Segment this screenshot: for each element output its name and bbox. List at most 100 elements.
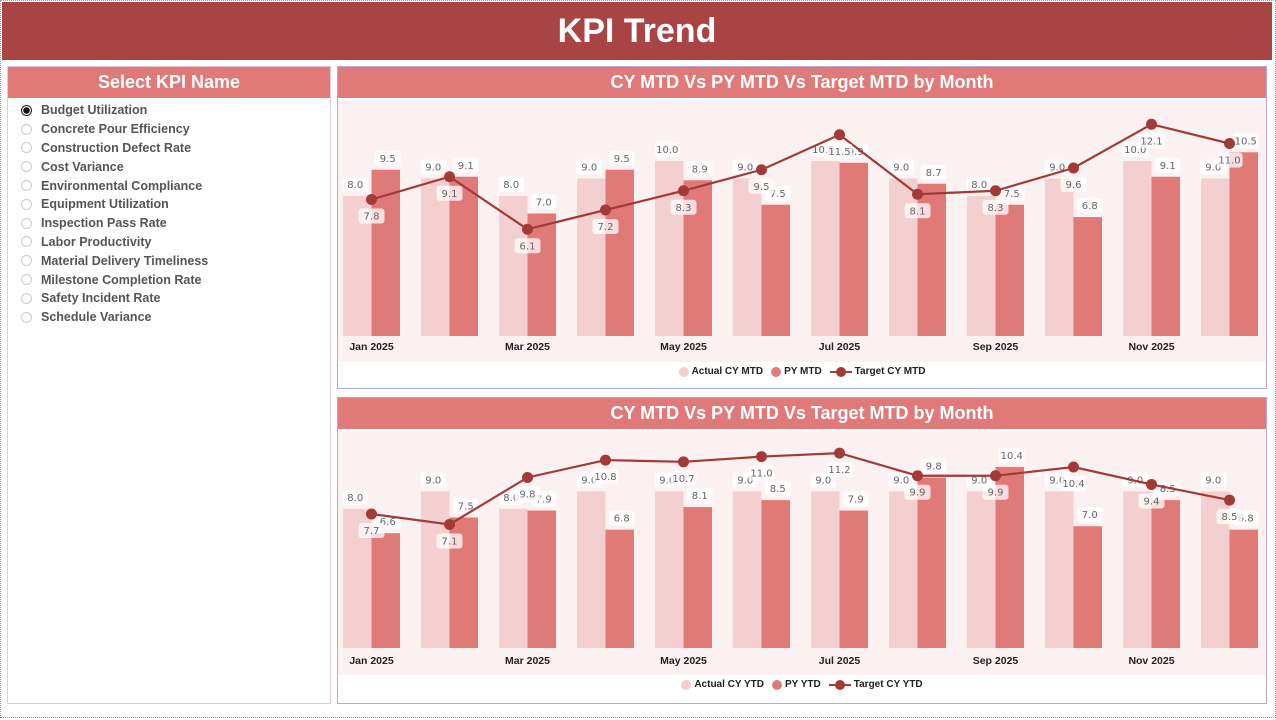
target-point[interactable] bbox=[600, 204, 611, 216]
target-point[interactable] bbox=[444, 518, 455, 530]
kpi-option[interactable]: Labor Productivity bbox=[21, 233, 330, 252]
legend-py[interactable]: PY MTD bbox=[771, 366, 822, 377]
radio-button-icon[interactable] bbox=[21, 292, 32, 304]
target-point[interactable] bbox=[834, 447, 845, 459]
radio-button-icon[interactable] bbox=[21, 198, 32, 210]
legend-target[interactable]: Target CY YTD bbox=[828, 679, 923, 690]
radio-button-icon[interactable] bbox=[21, 274, 32, 286]
bar-py[interactable] bbox=[839, 162, 869, 336]
bar-py[interactable] bbox=[605, 529, 635, 648]
legend-actual[interactable]: Actual CY YTD bbox=[681, 679, 764, 690]
data-label: 8.0 bbox=[503, 180, 519, 191]
target-point[interactable] bbox=[1068, 162, 1079, 174]
target-point[interactable] bbox=[1224, 494, 1235, 506]
radio-button-icon[interactable] bbox=[21, 236, 32, 248]
bar-py[interactable] bbox=[1151, 500, 1181, 648]
radio-button-icon[interactable] bbox=[21, 255, 32, 267]
bar-py[interactable] bbox=[917, 477, 947, 648]
radio-button-icon[interactable] bbox=[21, 217, 32, 229]
legend-py[interactable]: PY YTD bbox=[771, 679, 821, 690]
radio-button-icon[interactable] bbox=[21, 142, 32, 154]
bar-py[interactable] bbox=[449, 176, 479, 336]
data-label: 9.0 bbox=[737, 475, 753, 486]
kpi-option[interactable]: Concrete Pour Efficiency bbox=[21, 120, 330, 139]
bar-py[interactable] bbox=[761, 500, 791, 648]
target-point[interactable] bbox=[678, 456, 689, 468]
bar-py[interactable] bbox=[1151, 176, 1181, 336]
bar-actual[interactable] bbox=[811, 161, 840, 336]
bar-py[interactable] bbox=[1229, 152, 1259, 336]
bar-actual[interactable] bbox=[577, 178, 606, 337]
bar-actual[interactable] bbox=[499, 508, 528, 648]
data-label: 8.0 bbox=[503, 493, 519, 504]
target-point[interactable] bbox=[756, 451, 767, 463]
bar-actual[interactable] bbox=[1045, 491, 1074, 648]
bar-actual[interactable] bbox=[655, 161, 684, 336]
legend-actual[interactable]: Actual CY MTD bbox=[678, 366, 763, 377]
bar-py[interactable] bbox=[527, 510, 557, 648]
target-point[interactable] bbox=[990, 185, 1001, 197]
data-label-box bbox=[592, 469, 619, 485]
bar-actual[interactable] bbox=[733, 491, 762, 648]
target-point[interactable] bbox=[990, 470, 1001, 482]
target-point[interactable] bbox=[1146, 478, 1157, 490]
target-point[interactable] bbox=[912, 188, 923, 200]
kpi-option[interactable]: Material Delivery Timeliness bbox=[21, 251, 330, 270]
target-point[interactable] bbox=[444, 171, 455, 183]
bar-py[interactable] bbox=[527, 213, 557, 337]
target-point[interactable] bbox=[1224, 138, 1235, 149]
target-point[interactable] bbox=[366, 194, 377, 205]
bar-py[interactable] bbox=[995, 204, 1025, 336]
bar-actual[interactable] bbox=[1123, 491, 1152, 648]
radio-button-icon[interactable] bbox=[21, 104, 32, 116]
bar-actual[interactable] bbox=[421, 178, 450, 337]
kpi-option[interactable]: Cost Variance bbox=[21, 157, 330, 176]
bar-py[interactable] bbox=[1229, 529, 1259, 648]
bar-py[interactable] bbox=[371, 533, 401, 648]
target-point[interactable] bbox=[912, 470, 923, 482]
kpi-option[interactable]: Schedule Variance bbox=[21, 308, 330, 327]
target-point[interactable] bbox=[678, 185, 689, 197]
radio-button-icon[interactable] bbox=[21, 180, 32, 192]
bar-actual[interactable] bbox=[655, 491, 684, 648]
kpi-option[interactable]: Milestone Completion Rate bbox=[21, 270, 330, 289]
target-point[interactable] bbox=[600, 454, 611, 466]
bar-actual[interactable] bbox=[1201, 178, 1230, 337]
kpi-option[interactable]: Inspection Pass Rate bbox=[21, 214, 330, 233]
data-label: 7.9 bbox=[536, 495, 552, 506]
bar-actual[interactable] bbox=[733, 178, 762, 337]
bar-py[interactable] bbox=[1073, 526, 1103, 648]
target-point[interactable] bbox=[1068, 461, 1079, 473]
target-point[interactable] bbox=[522, 471, 533, 483]
legend-target[interactable]: Target CY MTD bbox=[829, 366, 925, 377]
bar-py[interactable] bbox=[761, 204, 791, 336]
kpi-option[interactable]: Environmental Compliance bbox=[21, 176, 330, 195]
bar-py[interactable] bbox=[683, 507, 713, 648]
radio-button-icon[interactable] bbox=[21, 161, 32, 173]
radio-button-icon[interactable] bbox=[21, 123, 32, 135]
bar-py[interactable] bbox=[1073, 217, 1103, 336]
bar-actual[interactable] bbox=[1123, 161, 1152, 336]
bar-actual[interactable] bbox=[967, 196, 996, 336]
kpi-option[interactable]: Safety Incident Rate bbox=[21, 289, 330, 308]
target-point[interactable] bbox=[522, 223, 533, 235]
kpi-option[interactable]: Budget Utilization bbox=[21, 101, 330, 120]
radio-button-icon[interactable] bbox=[21, 311, 32, 323]
bar-py[interactable] bbox=[839, 510, 869, 648]
bar-actual[interactable] bbox=[889, 178, 918, 337]
bar-py[interactable] bbox=[605, 169, 635, 336]
kpi-option[interactable]: Equipment Utilization bbox=[21, 195, 330, 214]
bar-actual[interactable] bbox=[889, 491, 918, 648]
data-label: 8.0 bbox=[347, 180, 363, 191]
target-point[interactable] bbox=[756, 164, 767, 176]
target-point[interactable] bbox=[366, 508, 377, 520]
kpi-option[interactable]: Construction Defect Rate bbox=[21, 139, 330, 158]
bar-actual[interactable] bbox=[811, 491, 840, 648]
bar-actual[interactable] bbox=[499, 196, 528, 336]
target-point[interactable] bbox=[834, 129, 845, 141]
bar-actual[interactable] bbox=[421, 491, 450, 648]
target-point[interactable] bbox=[1146, 118, 1157, 130]
bar-actual[interactable] bbox=[1045, 178, 1074, 337]
bar-actual[interactable] bbox=[967, 491, 996, 648]
bar-actual[interactable] bbox=[577, 491, 606, 648]
